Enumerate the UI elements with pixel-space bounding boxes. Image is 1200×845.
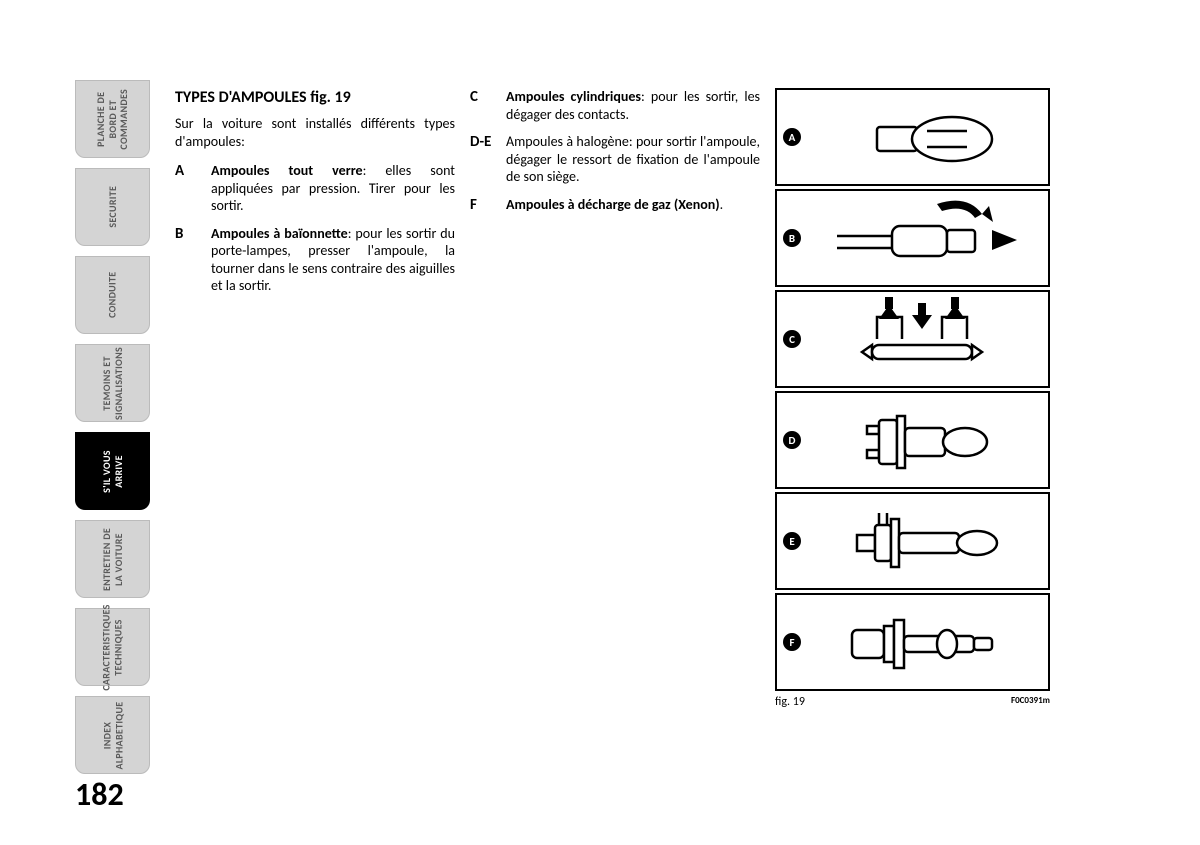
section-tabs: PLANCHE DEBORD ETCOMMANDES SECURITE COND… (75, 80, 150, 784)
figure-caption: fig. 19 F0C0391m (775, 695, 1050, 709)
panel-label: A (783, 128, 801, 146)
manual-page: PLANCHE DEBORD ETCOMMANDES SECURITE COND… (75, 80, 1125, 800)
tab-security[interactable]: SECURITE (75, 168, 150, 246)
intro-text: Sur la voiture sont installés différents… (175, 115, 455, 150)
panel-label: F (783, 633, 801, 651)
item-letter: A (175, 162, 211, 215)
item-letter: B (175, 225, 211, 295)
bulb-halogen-e-icon (817, 499, 1037, 587)
tab-index[interactable]: INDEXALPHABETIQUE (75, 696, 150, 774)
item-body: Ampoules cylindriques: pour les sortir, … (506, 88, 760, 123)
item-body: Ampoules à décharge de gaz (Xenon). (506, 196, 723, 214)
text-column-2: C Ampoules cylindriques: pour les sortir… (470, 88, 760, 224)
tab-dashboard[interactable]: PLANCHE DEBORD ETCOMMANDES (75, 80, 150, 158)
list-item: A Ampoules tout verre: elles sont appliq… (175, 162, 455, 215)
figure-code: F0C0391m (1011, 695, 1050, 709)
panel-label: D (783, 431, 801, 449)
bulb-panel-c: C (775, 290, 1050, 388)
panel-label: E (783, 532, 801, 550)
item-letter: D-E (470, 133, 506, 186)
item-body: Ampoules à halogène: pour sortir l'ampou… (506, 133, 760, 186)
tab-maintenance[interactable]: ENTRETIEN DELA VOITURE (75, 520, 150, 598)
bulb-panel-b: B (775, 189, 1050, 287)
tab-driving[interactable]: CONDUITE (75, 256, 150, 334)
bulb-festoon-icon (817, 297, 1037, 385)
list-item: D-E Ampoules à halogène: pour sortir l'a… (470, 133, 760, 186)
tab-emergency[interactable]: S'IL VOUSARRIVE (75, 432, 150, 510)
list-item: C Ampoules cylindriques: pour les sortir… (470, 88, 760, 123)
figure-number: fig. 19 (775, 695, 805, 709)
bulb-panel-f: F (775, 593, 1050, 691)
figure-19: A B (775, 88, 1050, 709)
tab-specs[interactable]: CARACTERISTIQUESTECHNIQUES (75, 608, 150, 686)
item-letter: F (470, 196, 506, 214)
bulb-glass-icon (817, 95, 1037, 183)
bulb-panel-a: A (775, 88, 1050, 186)
text-column-1: TYPES D'AMPOULES fig. 19 Sur la voiture … (175, 88, 455, 305)
item-body: Ampoules à baïonnette: pour les sortir d… (211, 225, 455, 295)
bulb-bayonet-icon (817, 196, 1037, 284)
panel-label: B (783, 229, 801, 247)
section-heading: TYPES D'AMPOULES fig. 19 (175, 88, 455, 107)
tab-warnings[interactable]: TEMOINS ETSIGNALISATIONS (75, 344, 150, 422)
bulb-xenon-icon (817, 600, 1037, 688)
panel-label: C (783, 330, 801, 348)
item-body: Ampoules tout verre: elles sont appliqué… (211, 162, 455, 215)
list-item: F Ampoules à décharge de gaz (Xenon). (470, 196, 760, 214)
bulb-panel-d: D (775, 391, 1050, 489)
list-item: B Ampoules à baïonnette: pour les sortir… (175, 225, 455, 295)
bulb-halogen-d-icon (817, 398, 1037, 486)
page-number: 182 (75, 775, 124, 814)
bulb-panel-e: E (775, 492, 1050, 590)
item-letter: C (470, 88, 506, 123)
